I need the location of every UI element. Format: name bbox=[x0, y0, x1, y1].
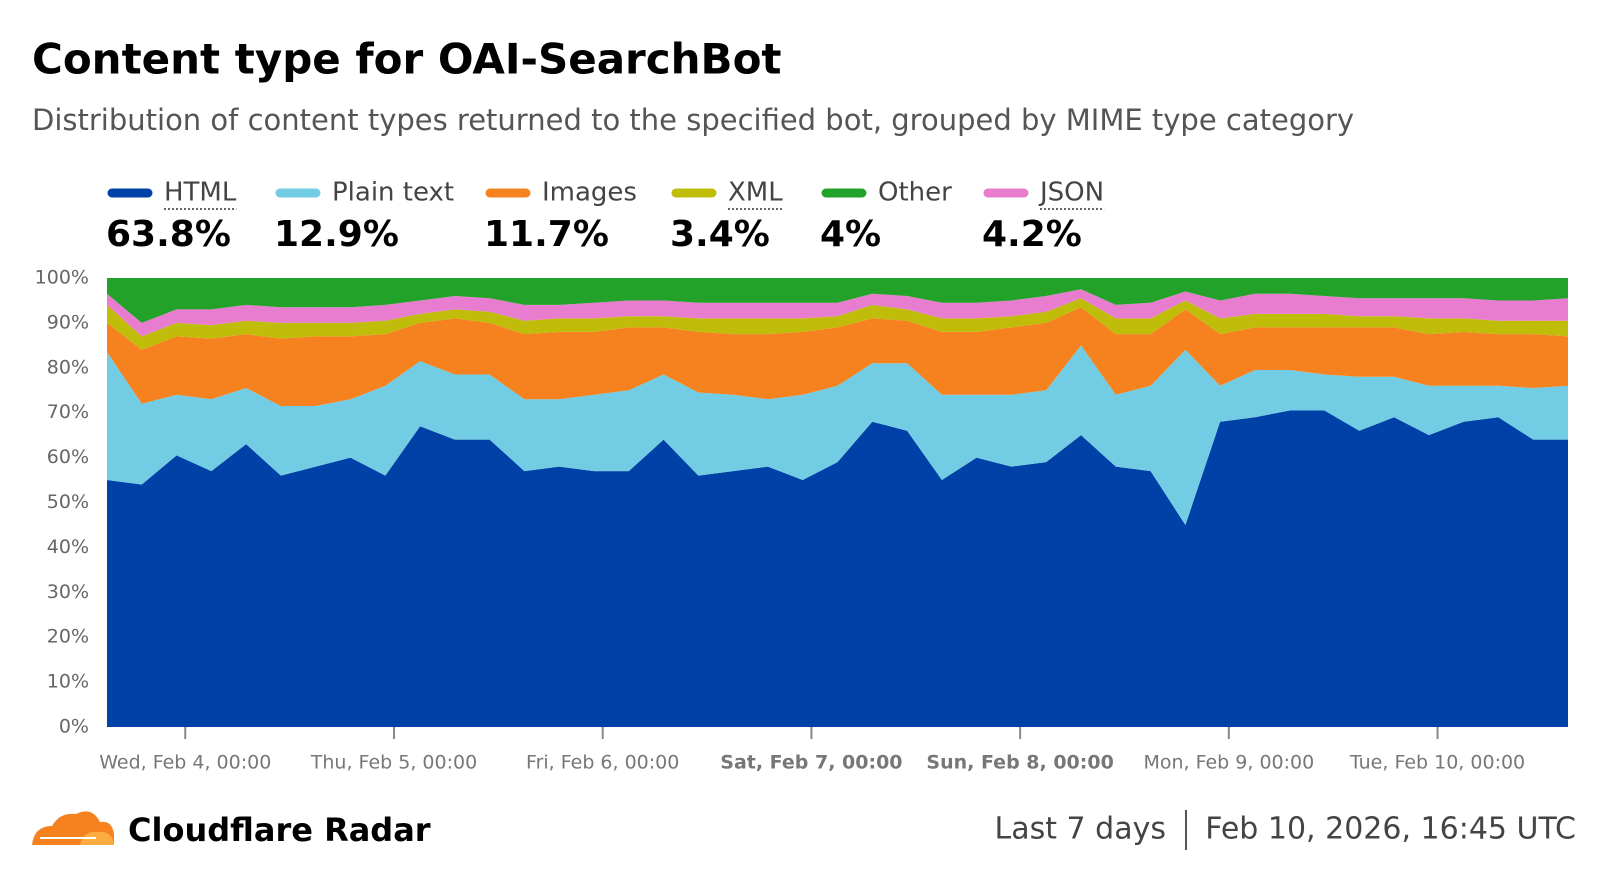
area bbox=[107, 410, 1568, 727]
x-tick-label: Mon, Feb 9, 00:00 bbox=[1143, 752, 1314, 774]
area bbox=[107, 345, 1568, 525]
x-tick-label: Sun, Feb 8, 00:00 bbox=[926, 752, 1113, 774]
y-tick-label: 100% bbox=[35, 267, 89, 289]
y-tick-label: 10% bbox=[47, 671, 89, 693]
legend-value: 12.9% bbox=[274, 214, 399, 255]
y-tick-label: 90% bbox=[47, 311, 89, 333]
timestamp: Feb 10, 2026, 16:45 UTC bbox=[1205, 812, 1576, 847]
x-tick-label: Sat, Feb 7, 00:00 bbox=[720, 752, 902, 774]
x-tick-label: Tue, Feb 10, 00:00 bbox=[1349, 752, 1525, 774]
legend-value: 3.4% bbox=[670, 214, 770, 255]
legend-value: 11.7% bbox=[484, 214, 609, 255]
y-tick-label: 80% bbox=[47, 356, 89, 378]
y-tick-label: 0% bbox=[59, 716, 89, 738]
area bbox=[107, 278, 1568, 323]
brand-name: Cloudflare Radar bbox=[128, 811, 431, 849]
legend-value: 63.8% bbox=[106, 214, 231, 255]
x-tick-label: Wed, Feb 4, 00:00 bbox=[99, 752, 271, 774]
legend-label: HTML bbox=[164, 178, 237, 208]
legend-value: 4% bbox=[820, 214, 881, 255]
area bbox=[107, 307, 1568, 406]
legend-label: Plain text bbox=[332, 178, 454, 208]
y-tick-label: 70% bbox=[47, 401, 89, 423]
legend-label: JSON bbox=[1038, 178, 1104, 208]
y-tick-label: 60% bbox=[47, 446, 89, 468]
legend-value: 4.2% bbox=[982, 214, 1082, 255]
legend-label: Other bbox=[878, 178, 952, 208]
brand-logo bbox=[32, 811, 114, 845]
y-tick-label: 30% bbox=[47, 581, 89, 603]
area bbox=[107, 289, 1568, 337]
chart-title: Content type for OAI-SearchBot bbox=[32, 35, 782, 84]
y-tick-label: 50% bbox=[47, 491, 89, 513]
y-tick-label: 40% bbox=[47, 536, 89, 558]
x-tick-label: Fri, Feb 6, 00:00 bbox=[526, 752, 679, 774]
plot-area bbox=[107, 278, 1568, 727]
x-tick-label: Thu, Feb 5, 00:00 bbox=[310, 752, 477, 774]
legend-label: XML bbox=[728, 178, 783, 208]
time-range: Last 7 days bbox=[995, 812, 1166, 847]
y-tick-label: 20% bbox=[47, 626, 89, 648]
legend-label: Images bbox=[542, 178, 637, 208]
chart-subtitle: Distribution of content types returned t… bbox=[32, 103, 1354, 137]
area bbox=[107, 298, 1568, 350]
